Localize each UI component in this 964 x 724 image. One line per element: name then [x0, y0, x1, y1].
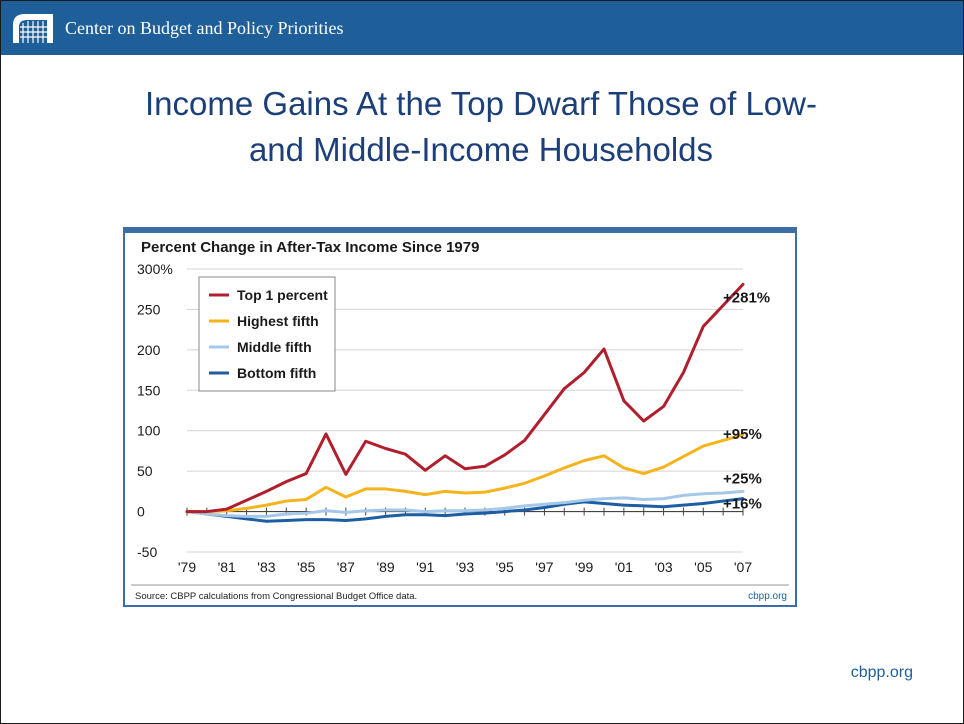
slide-title: Income Gains At the Top Dwarf Those of L… — [41, 81, 921, 173]
x-tick-label: '89 — [376, 559, 394, 575]
x-tick-label: '97 — [535, 559, 553, 575]
series-line-middle-fifth — [185, 489, 745, 518]
x-tick-label: '79 — [178, 559, 196, 575]
cbpp-logo-icon — [9, 11, 57, 45]
series-end-label: +281% — [723, 289, 770, 306]
chart-credit: cbpp.org — [748, 591, 787, 602]
y-tick-label: 300% — [137, 261, 173, 277]
y-tick-label: 0 — [137, 504, 145, 520]
slide-title-line-2: and Middle-Income Households — [248, 131, 714, 168]
footer-link[interactable]: cbpp.org — [850, 664, 913, 681]
series-line-highest-fifth — [185, 433, 745, 514]
legend-label: Bottom fifth — [237, 365, 316, 381]
x-tick-label: '85 — [297, 559, 315, 575]
y-tick-label: -50 — [137, 544, 157, 560]
x-tick-label: '03 — [654, 559, 672, 575]
y-tick-label: 100 — [137, 423, 161, 439]
series-line-bottom-fifth — [185, 497, 745, 523]
legend-label: Top 1 percent — [237, 287, 328, 303]
org-name: Center on Budget and Policy Priorities — [65, 18, 344, 38]
income-chart: Percent Change in After-Tax Income Since… — [123, 227, 797, 607]
chart-title: Percent Change in After-Tax Income Since… — [141, 239, 479, 256]
x-tick-label: '93 — [456, 559, 474, 575]
chart-top-rule — [124, 228, 796, 233]
series-end-label: +95% — [723, 426, 762, 443]
y-tick-label: 150 — [137, 382, 161, 398]
chart-source: Source: CBPP calculations from Congressi… — [135, 591, 417, 602]
series-end-label: +25% — [723, 470, 762, 487]
x-tick-label: '87 — [337, 559, 355, 575]
x-tick-label: '91 — [416, 559, 434, 575]
header-bar: Center on Budget and Policy Priorities — [1, 1, 963, 55]
x-tick-label: '05 — [694, 559, 712, 575]
legend-label: Middle fifth — [237, 339, 312, 355]
legend-label: Highest fifth — [237, 313, 319, 329]
series-end-label: +16% — [723, 496, 762, 513]
x-tick-label: '81 — [218, 559, 236, 575]
y-tick-label: 250 — [137, 301, 161, 317]
x-tick-label: '99 — [575, 559, 593, 575]
series-line-top1 — [185, 282, 745, 514]
x-tick-label: '01 — [615, 559, 633, 575]
x-tick-label: '07 — [734, 559, 752, 575]
x-tick-label: '83 — [257, 559, 275, 575]
x-tick-label: '95 — [496, 559, 514, 575]
slide-title-line-1: Income Gains At the Top Dwarf Those of L… — [145, 85, 817, 122]
y-tick-label: 200 — [137, 342, 161, 358]
y-tick-label: 50 — [137, 463, 153, 479]
